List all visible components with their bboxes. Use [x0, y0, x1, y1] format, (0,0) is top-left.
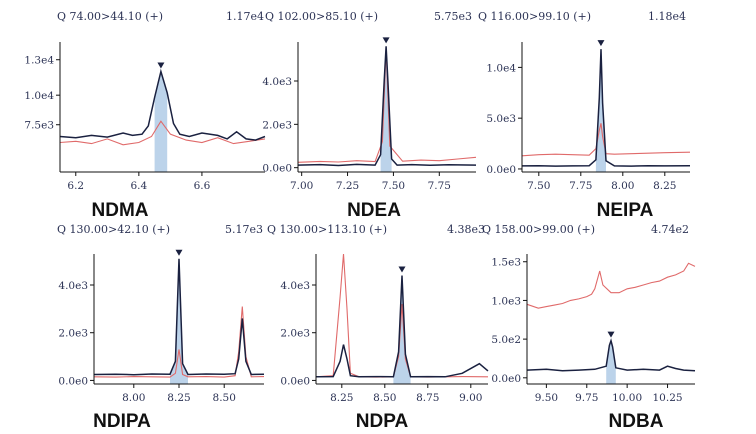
x-tick-label: 7.50 — [527, 180, 550, 192]
x-tick-label: 7.50 — [382, 180, 405, 192]
x-tick-label: 6.4 — [130, 180, 147, 192]
compound-name: NDIPA — [93, 411, 151, 432]
x-tick-label: 8.00 — [122, 392, 145, 404]
compound-name: NDMA — [92, 200, 149, 221]
x-tick-label: 10.25 — [653, 392, 683, 404]
peak-area — [380, 46, 392, 172]
x-tick-label: 8.25 — [653, 180, 676, 192]
max-intensity-label: 1.18e4 — [648, 10, 686, 23]
peak-marker — [597, 40, 605, 47]
max-intensity-label: 1.17e4 — [226, 10, 264, 23]
y-tick-label: 2.0e3 — [280, 328, 310, 340]
max-intensity-label: 5.75e3 — [434, 10, 472, 23]
y-tick-label: 2.0e3 — [58, 328, 88, 340]
max-intensity-label: 4.38e3 — [447, 223, 485, 236]
peak-marker — [607, 331, 615, 338]
y-tick-label: 0.0e0 — [491, 373, 521, 385]
x-tick-label: 8.25 — [330, 392, 353, 404]
panel-ndea: Q 102.00>85.10 (+) 5.75e3 7.00 7.25 7.50 7.75… — [262, 10, 477, 221]
y-tick-label: 5.0e2 — [491, 334, 521, 346]
peak-marker — [382, 37, 390, 44]
transition-header: Q 102.00>85.10 (+) — [265, 10, 378, 23]
transition-header: Q 158.00>99.00 (+) — [482, 223, 595, 236]
x-tick-label: 6.6 — [194, 180, 211, 192]
y-tick-label: 4.0e3 — [262, 76, 292, 88]
reference-trace — [521, 123, 691, 157]
y-tick-label: 5.0e3 — [486, 113, 516, 125]
x-tick-label: 8.25 — [167, 392, 190, 404]
y-tick-label: 0.0e0 — [486, 164, 516, 176]
x-tick-label: 8.75 — [416, 392, 439, 404]
y-tick-label: 7.5e3 — [24, 120, 54, 132]
peak-area — [170, 258, 188, 384]
transition-header: Q 130.00>42.10 (+) — [57, 223, 170, 236]
target-trace — [526, 338, 696, 372]
target-trace — [315, 275, 489, 378]
x-tick-label: 8.50 — [213, 392, 236, 404]
y-tick-label: 4.0e3 — [280, 280, 310, 292]
x-tick-label: 8.00 — [611, 180, 634, 192]
compound-name: NEIPA — [597, 200, 654, 221]
peak-marker — [398, 266, 406, 273]
target-trace — [59, 68, 266, 141]
y-tick-label: 0.0e0 — [58, 375, 88, 387]
target-trace — [93, 258, 265, 376]
compound-name: NDBA — [609, 411, 664, 432]
y-tick-label: 0.0e0 — [262, 163, 292, 175]
x-tick-label: 9.75 — [575, 392, 598, 404]
y-tick-label: 2.0e3 — [262, 119, 292, 131]
x-tick-label: 8.50 — [373, 392, 396, 404]
x-tick-label: 7.25 — [336, 180, 359, 192]
reference-trace — [59, 120, 266, 146]
reference-trace — [93, 306, 265, 378]
panel-ndma: Q 74.00>44.10 (+) 1.17e4 6.2 6.4 6.6 7.5e3 1.0… — [24, 10, 266, 221]
y-tick-label: 1.3e4 — [24, 55, 54, 67]
compound-name: NDEA — [347, 200, 401, 221]
x-tick-label: 10.00 — [612, 392, 642, 404]
x-tick-label: 7.00 — [290, 180, 313, 192]
panel-neipa: Q 116.00>99.10 (+) 1.18e4 7.50 7.75 8.00 8.25… — [478, 10, 691, 221]
compound-name: NDPA — [356, 411, 409, 432]
y-tick-label: 1.5e3 — [491, 257, 521, 269]
y-tick-label: 4.0e3 — [58, 280, 88, 292]
reference-trace — [526, 262, 696, 309]
y-tick-label: 1.0e4 — [486, 62, 516, 74]
max-intensity-label: 4.74e2 — [651, 223, 689, 236]
x-tick-label: 9.00 — [459, 392, 482, 404]
y-tick-label: 1.0e3 — [491, 295, 521, 307]
target-trace — [521, 49, 691, 167]
panel-ndipa: Q 130.00>42.10 (+) 5.17e3 8.00 8.25 8.50 0.0e… — [57, 223, 265, 432]
target-trace — [297, 46, 477, 167]
peak-marker — [157, 62, 165, 69]
y-tick-label: 1.0e4 — [24, 90, 54, 102]
panel-ndpa: Q 130.00>113.10 (+) 4.38e3 8.25 8.50 8.75 9.0… — [267, 223, 489, 432]
max-intensity-label: 5.17e3 — [225, 223, 263, 236]
transition-header: Q 116.00>99.10 (+) — [478, 10, 591, 23]
transition-header: Q 74.00>44.10 (+) — [57, 10, 163, 23]
x-tick-label: 9.50 — [535, 392, 558, 404]
x-tick-label: 7.75 — [428, 180, 451, 192]
transition-header: Q 130.00>113.10 (+) — [267, 223, 387, 236]
x-tick-label: 7.75 — [569, 180, 592, 192]
peak-marker — [175, 249, 183, 256]
x-tick-label: 6.2 — [67, 180, 84, 192]
panel-ndba: Q 158.00>99.00 (+) 4.74e2 9.50 9.75 10.00 10.… — [482, 223, 696, 432]
y-tick-label: 0.0e0 — [280, 375, 310, 387]
